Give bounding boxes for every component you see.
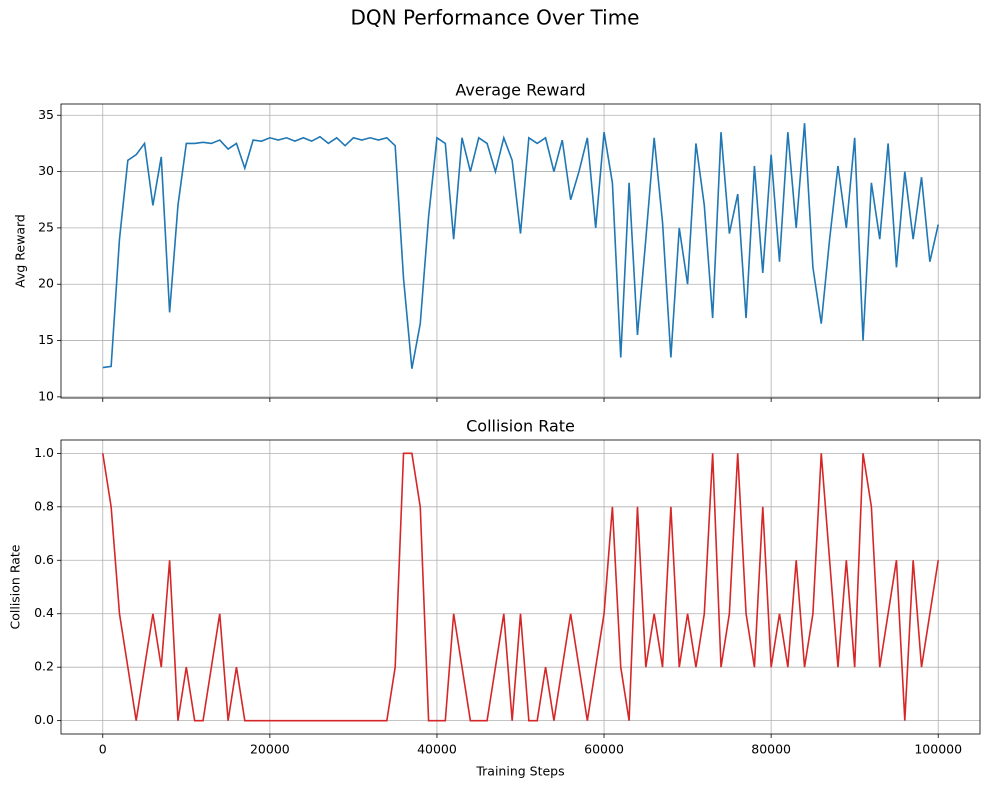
- y-tick-label: 35: [38, 107, 54, 122]
- axes-frame: [60, 103, 981, 399]
- data-line: [102, 123, 940, 369]
- y-tick-label: 30: [38, 163, 54, 178]
- y-tick-label: 10: [38, 388, 54, 403]
- axes-title: Collision Rate: [466, 417, 575, 436]
- x-tick-label: 100000: [914, 742, 962, 757]
- x-tick-label: 40000: [417, 742, 457, 757]
- y-tick-label: 20: [38, 276, 54, 291]
- y-tick-label: 1.0: [34, 445, 54, 460]
- y-axis-label: Avg Reward: [13, 214, 28, 288]
- y-tick-label: 15: [38, 332, 54, 347]
- axes-frame: [60, 439, 981, 735]
- y-tick-label: 0.6: [34, 552, 54, 567]
- y-tick-label: 0.0: [34, 712, 54, 727]
- y-tick-label: 0.4: [34, 605, 54, 620]
- y-tick-label: 25: [38, 219, 54, 234]
- data-line: [101, 452, 940, 722]
- y-tick-label: 0.8: [34, 498, 54, 513]
- x-axis-label: Training Steps: [475, 764, 564, 779]
- x-tick-label: 0: [99, 742, 107, 757]
- figure-title: DQN Performance Over Time: [351, 6, 640, 30]
- y-tick-label: 0.2: [34, 659, 54, 674]
- y-axis-label: Collision Rate: [8, 544, 23, 629]
- x-tick-label: 20000: [250, 742, 290, 757]
- x-tick-label: 60000: [584, 742, 624, 757]
- x-tick-label: 80000: [751, 742, 791, 757]
- axes-title: Average Reward: [455, 81, 585, 100]
